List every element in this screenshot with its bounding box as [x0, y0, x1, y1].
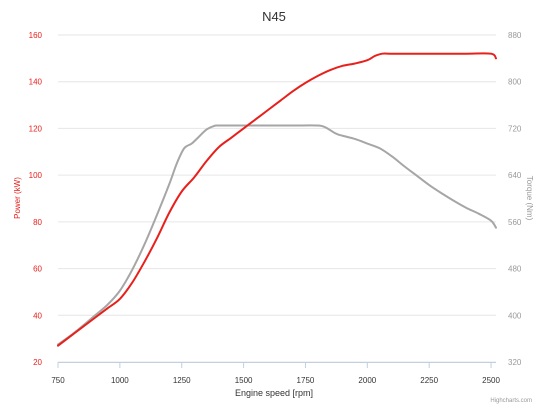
y-left-tick-label: 60 [33, 265, 42, 274]
y-left-tick-label: 120 [29, 124, 43, 133]
x-tick-label: 2000 [358, 376, 376, 385]
y-left-tick-label: 80 [33, 218, 42, 227]
credits-text: Highcharts.com [490, 398, 532, 404]
grid-layer [58, 34, 496, 363]
y-right-tick-label: 560 [508, 218, 522, 227]
y-right-axis-title: Torque (Nm) [525, 176, 534, 221]
x-tick-label: 1750 [297, 376, 315, 385]
y-right-tick-label: 480 [508, 265, 522, 274]
torque-series-line [57, 124, 497, 346]
y-left-tick-label: 40 [33, 311, 42, 320]
series-layer [57, 52, 497, 347]
x-tick-label: 1500 [235, 376, 253, 385]
y-left-tick-label: 20 [33, 358, 42, 367]
x-tick-label: 2250 [420, 376, 438, 385]
x-tick-label: 1000 [111, 376, 129, 385]
axes-layer: 20 40 60 80 100 120 140 160 320 400 480 560 640 720 80… [29, 31, 522, 385]
x-tick-label: 1250 [173, 376, 191, 385]
y-right-tick-label: 720 [508, 124, 522, 133]
chart-title: N45 [262, 9, 286, 24]
x-tick-label: 2500 [482, 376, 500, 385]
y-left-tick-label: 100 [29, 171, 43, 180]
y-right-tick-label: 640 [508, 171, 522, 180]
y-right-tick-label: 800 [508, 78, 522, 87]
y-right-tick-label: 880 [508, 31, 522, 40]
y-right-tick-label: 400 [508, 311, 522, 320]
y-left-axis-title: Power (kW) [13, 177, 22, 219]
x-axis-title: Engine speed [rpm] [235, 388, 313, 398]
y-left-tick-label: 160 [29, 31, 43, 40]
y-right-tick-label: 320 [508, 358, 522, 367]
y-left-tick-label: 140 [29, 78, 43, 87]
x-tick-label: 750 [51, 376, 65, 385]
power-series-line [57, 52, 497, 347]
